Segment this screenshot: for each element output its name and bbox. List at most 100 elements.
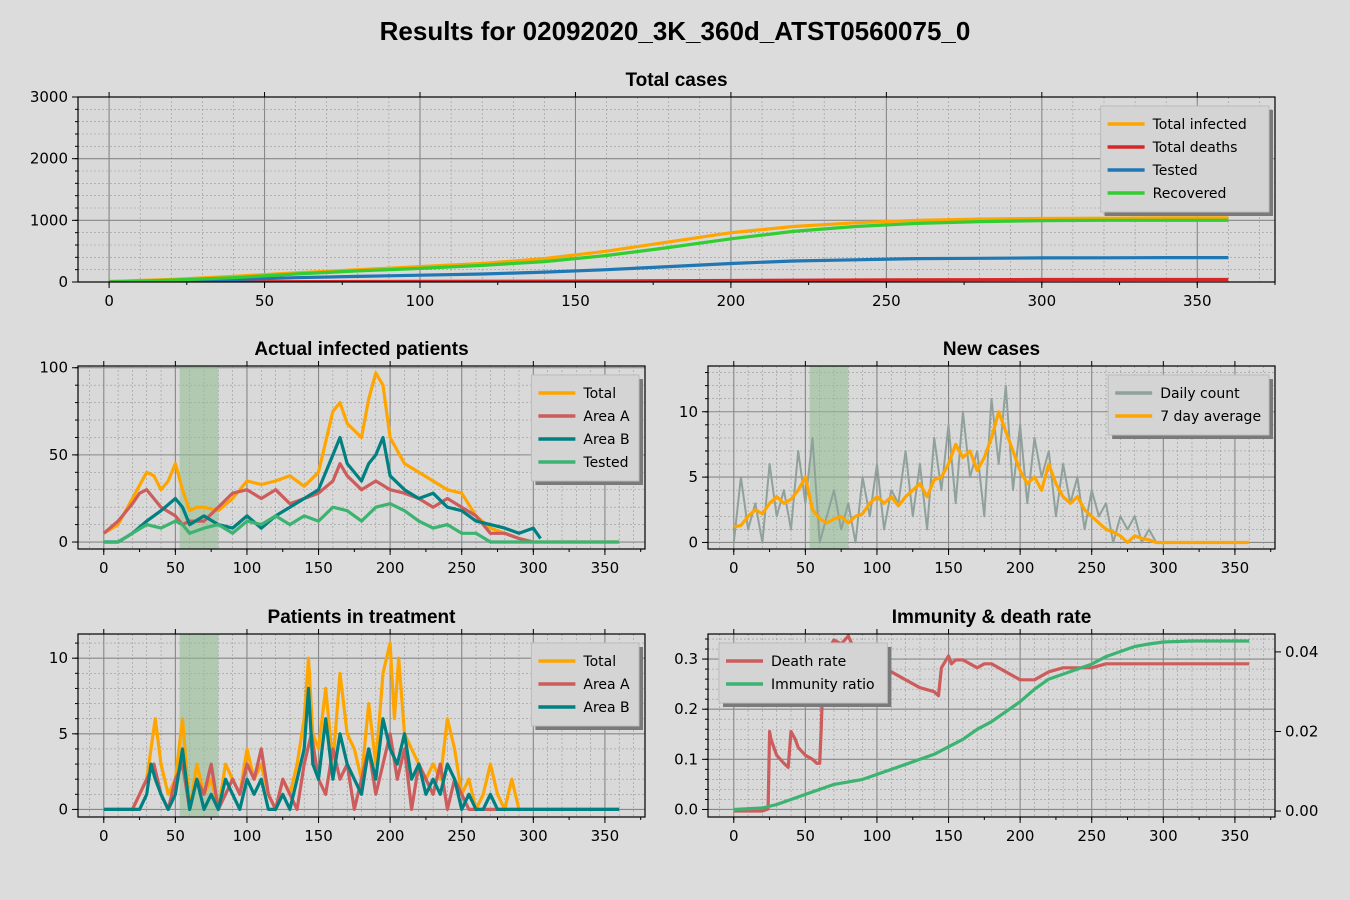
plot-frame <box>707 365 1276 550</box>
series-group <box>102 371 620 544</box>
y-tick-label: 10 <box>49 649 68 667</box>
series-group <box>733 634 1250 813</box>
x-tick-label: 50 <box>166 827 185 845</box>
plot-background <box>78 97 1275 282</box>
y-tick-label: 0 <box>58 533 68 551</box>
figure-title: Results for 02092020_3K_360d_ATST0560075… <box>380 16 971 46</box>
x-tick-label: 150 <box>304 559 333 577</box>
series-line-daily-count <box>732 384 1164 544</box>
panel-title: Patients in treatment <box>268 607 457 628</box>
y-tick-label: 100 <box>39 359 68 377</box>
x-tick-label: 300 <box>519 559 548 577</box>
panel-title: Total cases <box>625 70 727 91</box>
plot-frame <box>77 633 646 818</box>
legend: Death rate Immunity ratio <box>718 642 892 707</box>
x-tick-label: 50 <box>166 559 185 577</box>
legend-label: Area B <box>583 700 629 716</box>
legend-label: Recovered <box>1153 186 1227 202</box>
panel-title: Actual infected patients <box>254 339 468 360</box>
legend-label: Total <box>582 386 616 402</box>
legend-label: Death rate <box>771 654 846 670</box>
panel-total-cases: 0 50 100 150 200 250 300 350 0 1000 2000 3000 Total … <box>30 70 1276 310</box>
legend-label: Area B <box>583 432 629 448</box>
panel-treatment: 0 50 100 150 200 250 300 350 0 5 10 Patients in tre… <box>49 607 646 845</box>
y-tick-label: 50 <box>49 446 68 464</box>
x-tick-label: 350 <box>1183 292 1212 310</box>
legend-label: Area A <box>583 677 630 693</box>
legend: Total Area A Area B Tested <box>530 374 643 485</box>
y-right-tick-label: 0.04 <box>1285 643 1318 661</box>
y-tick-label: 0.1 <box>674 750 698 768</box>
x-tick-label: 50 <box>796 559 815 577</box>
grid <box>708 634 1275 817</box>
series-group <box>732 384 1250 545</box>
y-tick-label: 0.2 <box>674 700 698 718</box>
y-tick-label: 2000 <box>30 150 68 168</box>
x-tick-label: 300 <box>1027 292 1056 310</box>
y-right-tick-label: 0.02 <box>1285 722 1318 740</box>
panel-actual-infected: 0 50 100 150 200 250 300 350 0 50 100 Actual infect… <box>39 339 646 577</box>
series-line-recovered <box>109 218 1229 282</box>
x-tick-label: 150 <box>304 827 333 845</box>
legend: Daily count 7 day average <box>1107 374 1273 439</box>
y-tick-label: 0 <box>58 800 68 818</box>
x-tick-label: 250 <box>447 559 476 577</box>
series-line-7-day-average <box>733 410 1250 545</box>
x-tick-label: 0 <box>729 559 739 577</box>
x-tick-label: 0 <box>104 292 114 310</box>
plot-frame <box>707 633 1276 818</box>
series-line-tested <box>103 502 620 544</box>
x-tick-label: 0 <box>99 559 109 577</box>
legend: Total infected Total deaths Tested Recovere… <box>1100 105 1273 216</box>
legend-label: Area A <box>583 409 630 425</box>
series-line-area-b <box>103 686 620 812</box>
x-tick-label: 200 <box>376 827 405 845</box>
x-tick-label: 300 <box>1149 559 1178 577</box>
y-tick-label: 0.0 <box>674 800 698 818</box>
x-tick-label: 150 <box>561 292 590 310</box>
panel-title: Immunity & death rate <box>892 607 1092 628</box>
panel-new-cases: 0 50 100 150 200 250 300 350 0 5 10 New cases Daily … <box>679 339 1276 577</box>
x-tick-label: 0 <box>99 827 109 845</box>
x-tick-label: 100 <box>863 559 892 577</box>
x-tick-label: 250 <box>1077 559 1106 577</box>
series-line-immunity-ratio <box>733 639 1250 812</box>
x-tick-label: 100 <box>863 827 892 845</box>
y-tick-label: 3000 <box>30 88 68 106</box>
y-tick-label: 10 <box>679 403 698 421</box>
y-tick-label: 5 <box>688 468 698 486</box>
x-tick-label: 300 <box>519 827 548 845</box>
x-tick-label: 250 <box>1077 827 1106 845</box>
x-tick-label: 350 <box>591 827 620 845</box>
x-tick-label: 350 <box>591 559 620 577</box>
legend-box <box>718 642 888 704</box>
x-tick-label: 250 <box>447 827 476 845</box>
legend-label: Daily count <box>1160 386 1240 402</box>
x-tick-label: 300 <box>1149 827 1178 845</box>
series-line-tested <box>109 256 1229 282</box>
x-tick-label: 50 <box>796 827 815 845</box>
x-tick-label: 350 <box>1221 559 1250 577</box>
x-tick-label: 50 <box>255 292 274 310</box>
legend-label: 7 day average <box>1160 409 1261 425</box>
x-tick-label: 200 <box>1006 559 1035 577</box>
x-tick-label: 100 <box>233 827 262 845</box>
legend-box <box>1107 374 1270 436</box>
plot-frame <box>77 96 1276 283</box>
legend-label: Tested <box>1152 163 1198 179</box>
panel-immunity-death: 0 50 100 150 200 250 300 350 0.0 0.1 0.2 0.3 0.00 0.0… <box>674 607 1318 845</box>
legend-label: Total infected <box>1152 117 1247 133</box>
x-tick-label: 350 <box>1221 827 1250 845</box>
y-tick-label: 0 <box>688 533 698 551</box>
legend-label: Total <box>582 654 616 670</box>
y-tick-label: 1000 <box>30 211 68 229</box>
y-tick-label: 0 <box>58 273 68 291</box>
x-tick-label: 200 <box>376 559 405 577</box>
legend-label: Tested <box>582 455 628 471</box>
x-tick-label: 100 <box>406 292 435 310</box>
legend-label: Total deaths <box>1152 140 1238 156</box>
x-tick-label: 150 <box>934 559 963 577</box>
legend: Total Area A Area B <box>530 642 643 730</box>
series-line-death-rate <box>733 634 1250 813</box>
